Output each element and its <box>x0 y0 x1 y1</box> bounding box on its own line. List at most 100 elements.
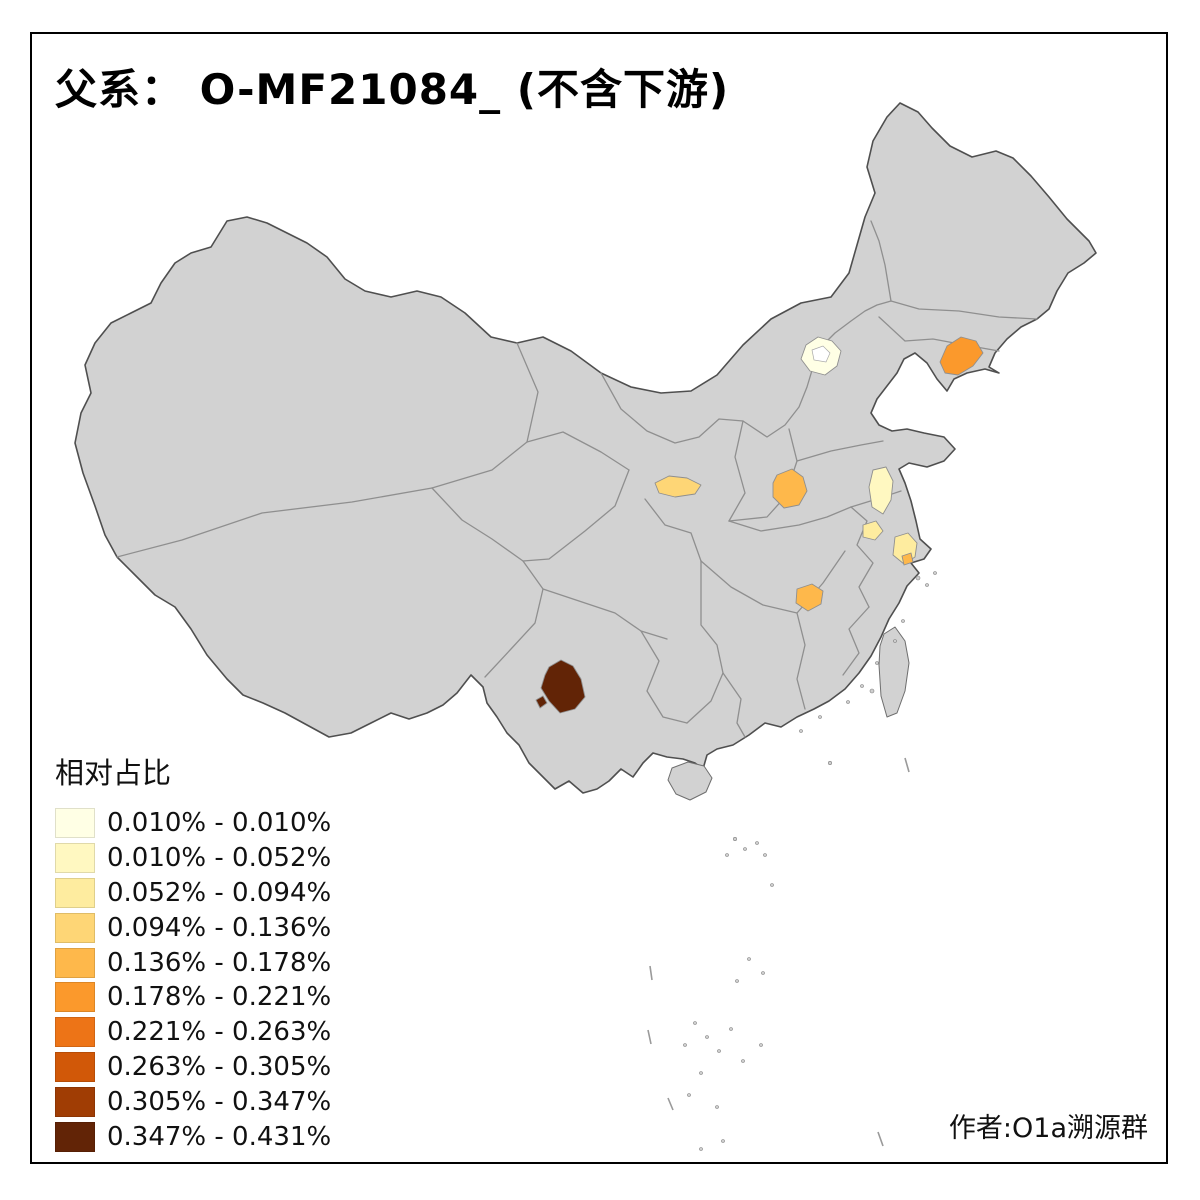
island-speck <box>747 957 751 961</box>
border-shanxi-west <box>728 420 746 522</box>
island-speck <box>799 729 803 733</box>
border-shandong-north <box>796 440 884 462</box>
border-anhui-jiangsu <box>850 506 874 608</box>
map-legend: 相对占比 0.010% - 0.010% 0.010% - 0.052% 0.0… <box>55 750 331 1154</box>
island-speck <box>818 715 822 719</box>
region-yunnan-highlight <box>540 659 586 714</box>
small-islands <box>647 571 937 1151</box>
island-speck <box>761 971 765 975</box>
region-shaanxi-highlight <box>654 475 702 498</box>
legend-swatch <box>55 1086 95 1117</box>
region-yunnan-highlight-fragment <box>535 695 548 709</box>
legend-item: 0.094% - 0.136% <box>55 910 331 945</box>
author-credit: 作者:O1a溯源群 <box>948 1113 1148 1144</box>
legend-label: 0.094% - 0.136% <box>107 912 332 943</box>
island-speck <box>846 700 850 704</box>
region-beijing-inner-hole <box>811 345 831 363</box>
border-hunan-jiangxi <box>796 612 806 710</box>
island-speck <box>869 688 875 694</box>
island-speck <box>721 1139 725 1143</box>
legend-item: 0.010% - 0.010% <box>55 806 331 841</box>
border-inner-mongolia-south <box>600 300 892 444</box>
sea-boundary-dash <box>667 1097 674 1111</box>
legend-swatch <box>55 947 95 978</box>
island-speck <box>729 1027 733 1031</box>
legend-swatch <box>55 808 95 839</box>
legend-item: 0.010% - 0.052% <box>55 841 331 876</box>
island-speck <box>683 1043 687 1047</box>
island-speck <box>893 639 897 643</box>
legend-swatch <box>55 1051 95 1082</box>
region-henan-highlight <box>772 468 808 509</box>
island-speck <box>827 760 832 765</box>
hainan-island <box>667 761 713 801</box>
legend-item: 0.305% - 0.347% <box>55 1084 331 1119</box>
island-speck <box>759 1043 763 1047</box>
legend-label: 0.010% - 0.010% <box>107 808 332 839</box>
border-zhejiang-fujian <box>842 606 870 676</box>
legend-label: 0.136% - 0.178% <box>107 947 332 978</box>
legend-title: 相对占比 <box>55 756 172 790</box>
legend-label: 0.305% - 0.347% <box>107 1086 332 1117</box>
island-speck <box>699 1147 703 1151</box>
border-heilongjiang-jilin <box>890 300 1038 320</box>
border-henan-north <box>728 506 852 532</box>
border-guangxi-guangdong <box>722 672 746 738</box>
legend-label: 0.263% - 0.305% <box>107 1051 332 1082</box>
island-speck <box>741 1059 745 1063</box>
border-inner-mongolia-northeast <box>870 220 892 302</box>
island-speck <box>743 847 747 851</box>
border-yunnan-guizhou <box>640 630 688 724</box>
border-qinghai-north <box>526 431 630 471</box>
sea-boundary-dash <box>904 757 910 773</box>
legend-label: 0.178% - 0.221% <box>107 982 332 1013</box>
legend-label: 0.052% - 0.094% <box>107 877 332 908</box>
legend-swatch <box>55 843 95 874</box>
legend-swatch <box>55 1017 95 1048</box>
legend-item: 0.347% - 0.431% <box>55 1119 331 1154</box>
island-speck <box>705 1035 709 1039</box>
border-sichuan-yunnan <box>542 588 668 640</box>
region-shanghai-dot-highlight <box>901 552 914 566</box>
legend-item: 0.263% - 0.305% <box>55 1050 331 1085</box>
highlight-regions <box>535 336 984 714</box>
legend-item: 0.221% - 0.263% <box>55 1015 331 1050</box>
border-tibet-east <box>431 487 544 678</box>
region-jiangsu-south-highlight <box>862 520 884 541</box>
legend-item: 0.178% - 0.221% <box>55 980 331 1015</box>
region-hubei-highlight <box>795 583 824 612</box>
taiwan-island <box>878 626 910 718</box>
island-speck <box>725 853 729 857</box>
sea-boundary-dash <box>649 965 653 981</box>
plot-frame <box>30 32 1168 1164</box>
legend-item: 0.136% - 0.178% <box>55 945 331 980</box>
island-speck <box>770 883 774 887</box>
region-jiangsu-central-highlight <box>868 466 894 515</box>
legend-label: 0.347% - 0.431% <box>107 1121 332 1152</box>
island-speck <box>875 661 879 665</box>
sea-boundary-dash <box>877 1131 884 1147</box>
border-tibet-north <box>116 487 433 558</box>
border-qinghai-east <box>522 469 630 562</box>
island-speck <box>925 583 929 587</box>
island-speck <box>915 575 921 581</box>
legend-swatch <box>55 982 95 1013</box>
legend-swatch <box>55 1121 95 1152</box>
legend-item: 0.052% - 0.094% <box>55 876 331 911</box>
border-shaanxi-south <box>644 498 702 562</box>
legend-swatch <box>55 912 95 943</box>
island-speck <box>763 853 767 857</box>
page-title: 父系： O-MF21084_ (不含下游) <box>55 65 730 114</box>
border-guizhou-hunan <box>686 560 724 724</box>
island-speck <box>732 836 737 841</box>
province-borders <box>116 220 1038 738</box>
island-speck <box>687 1093 691 1097</box>
region-dalian-highlight <box>939 336 984 376</box>
legend-label: 0.221% - 0.263% <box>107 1017 332 1048</box>
legend-label: 0.010% - 0.052% <box>107 843 332 874</box>
legend-swatch <box>55 877 95 908</box>
island-speck <box>717 1049 721 1053</box>
island-speck <box>860 684 864 688</box>
border-hubei-south <box>700 550 846 614</box>
